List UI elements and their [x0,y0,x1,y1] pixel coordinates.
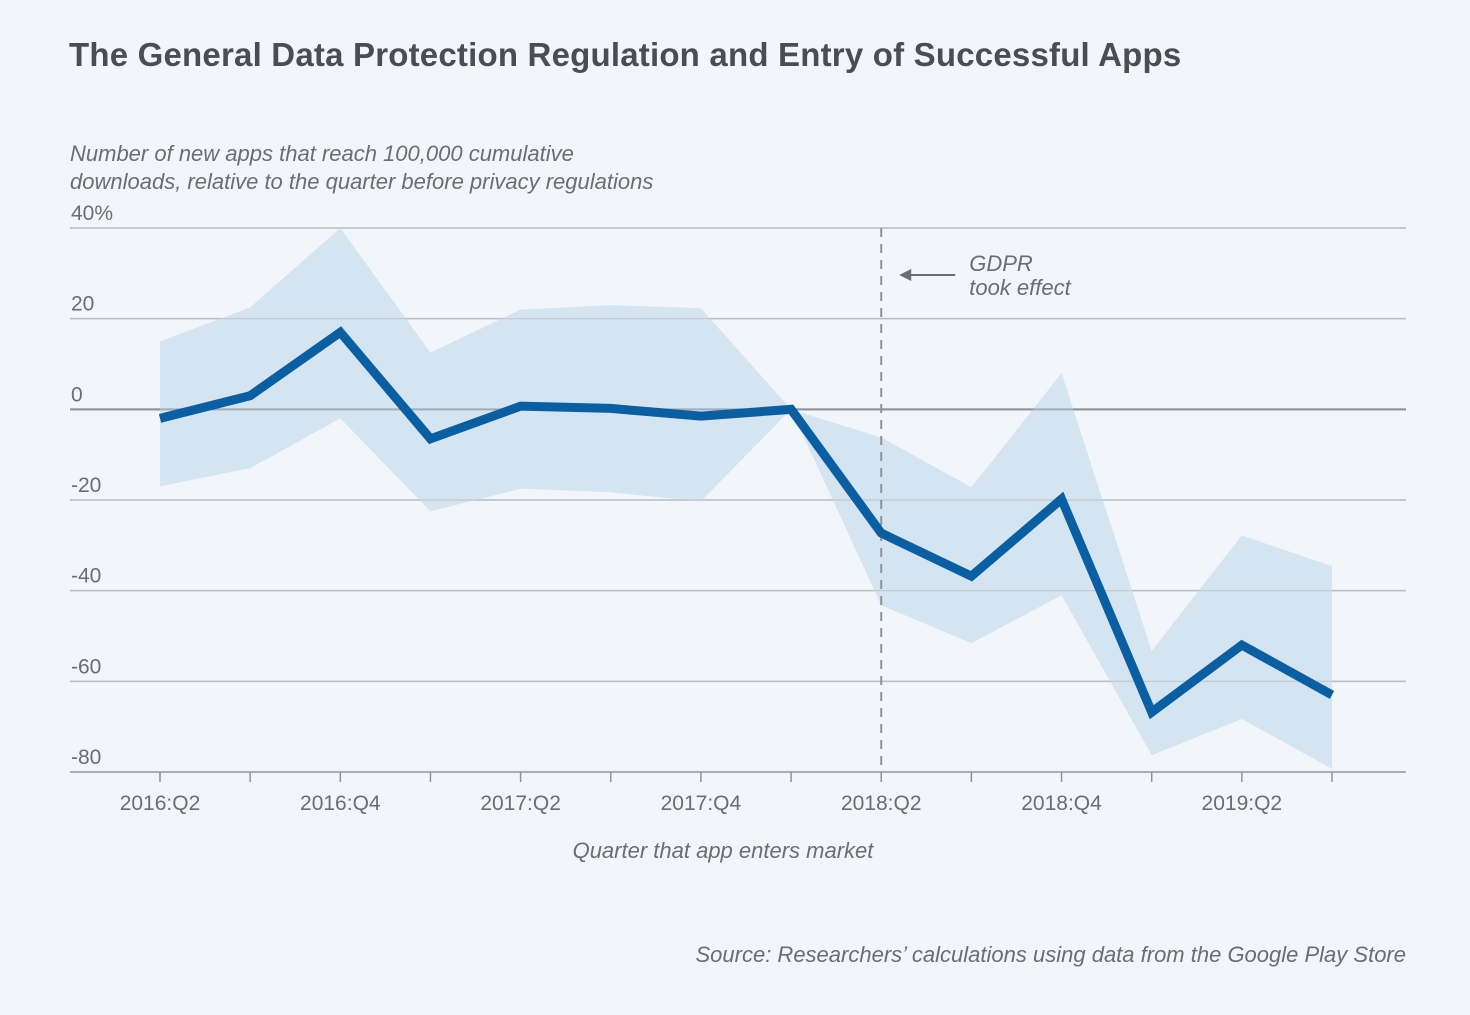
y-tick-label: -60 [71,655,101,678]
x-axis-label: Quarter that app enters market [573,838,875,863]
gdpr-annotation-text: took effect [969,275,1071,300]
confidence-band [160,228,1332,769]
x-tick-label: 2018:Q4 [1021,792,1102,815]
y-axis-label: Number of new apps that reach 100,000 cu… [70,140,653,196]
y-tick-label: -20 [71,474,101,497]
arrow-head-icon [899,269,912,281]
y-axis-label-line-2: downloads, relative to the quarter befor… [70,169,654,194]
y-tick-label: 0 [71,383,83,406]
gdpr-annotation-text: GDPR [969,251,1033,276]
x-tick-label: 2016:Q4 [300,792,381,815]
x-tick-label: 2016:Q2 [120,792,201,815]
y-axis-label-line-1: Number of new apps that reach 100,000 cu… [70,141,574,166]
x-tick-label: 2017:Q4 [661,792,742,815]
y-tick-labels: 40% 20 0 -20 -40 -60 -80 [71,202,113,769]
y-tick-label: -40 [71,565,101,588]
x-axis: 2016:Q2 2016:Q4 2017:Q2 2017:Q4 2018:Q2 2018:… [70,771,1406,815]
confidence-band-group [70,227,1406,773]
y-tick-label: 20 [71,293,94,316]
series-group [158,326,1335,720]
source-note: Source: Researchers’ calculations using … [695,942,1407,967]
y-tick-label: -80 [71,746,101,769]
x-tick-label: 2017:Q2 [480,792,561,815]
series-line [158,326,1335,720]
chart-title: The General Data Protection Regulation a… [69,36,1182,73]
y-tick-label: 40% [71,202,113,225]
x-tick-label: 2019:Q2 [1202,792,1283,815]
x-tick-label: 2018:Q2 [841,792,922,815]
